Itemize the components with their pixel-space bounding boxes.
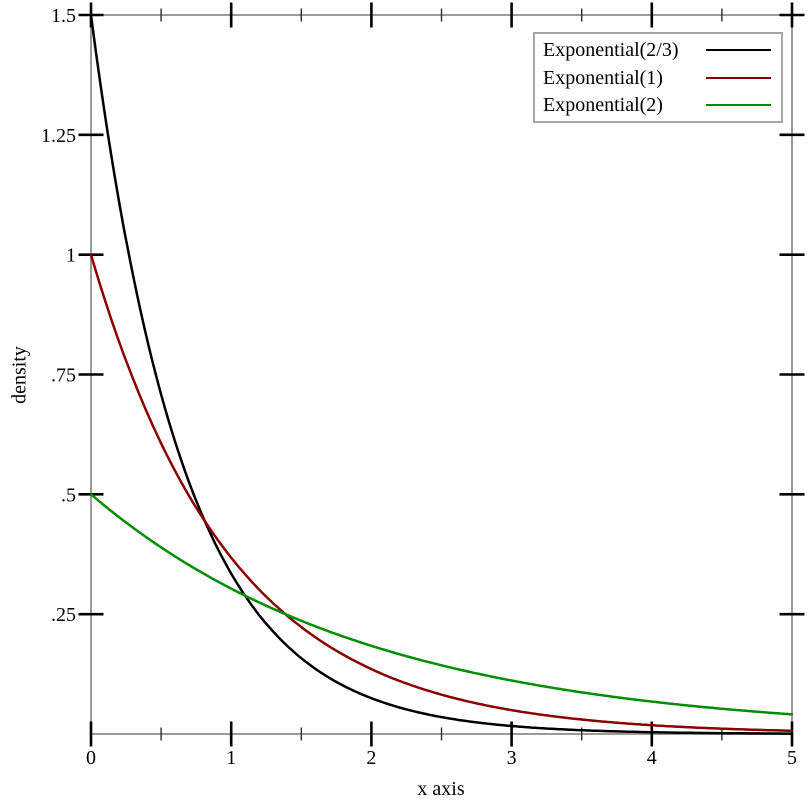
y-tick-label-.5: .5 bbox=[61, 484, 76, 506]
legend-row-exponential-2-3: Exponential(2/3) bbox=[543, 36, 771, 64]
x-tick-label-0: 0 bbox=[86, 747, 96, 769]
x-tick-label-1: 1 bbox=[226, 747, 236, 769]
legend-label-exponential-2-3: Exponential(2/3) bbox=[543, 38, 679, 61]
legend-label-exponential-1: Exponential(1) bbox=[543, 66, 663, 89]
legend-line-sample-exponential-1 bbox=[706, 76, 771, 79]
curve-exponential-2- bbox=[90, 493, 793, 716]
y-tick-label-1.5: 1.5 bbox=[51, 5, 76, 27]
curve-exponential-2-3- bbox=[90, 13, 793, 735]
legend-label-exponential-2: Exponential(2) bbox=[543, 94, 663, 117]
legend-line-sample-exponential-2-3 bbox=[706, 48, 771, 51]
y-tick-label-.25: .25 bbox=[51, 604, 76, 626]
legend: Exponential(2/3) Exponential(1) Exponent… bbox=[533, 32, 783, 123]
x-tick-label-3: 3 bbox=[507, 747, 517, 769]
x-tick-label-2: 2 bbox=[366, 747, 376, 769]
y-axis-label: density bbox=[8, 346, 31, 404]
y-tick-label-1: 1 bbox=[66, 245, 76, 267]
x-axis-label: x axis bbox=[417, 778, 465, 800]
curve-exponential-1- bbox=[90, 253, 793, 733]
legend-row-exponential-2: Exponential(2) bbox=[543, 91, 771, 119]
x-tick-label-5: 5 bbox=[787, 747, 797, 769]
y-tick-label-.75: .75 bbox=[51, 365, 76, 387]
y-tick-label-1.25: 1.25 bbox=[41, 125, 76, 147]
legend-row-exponential-1: Exponential(1) bbox=[543, 64, 771, 92]
legend-line-sample-exponential-2 bbox=[706, 104, 771, 107]
x-tick-label-4: 4 bbox=[647, 747, 657, 769]
